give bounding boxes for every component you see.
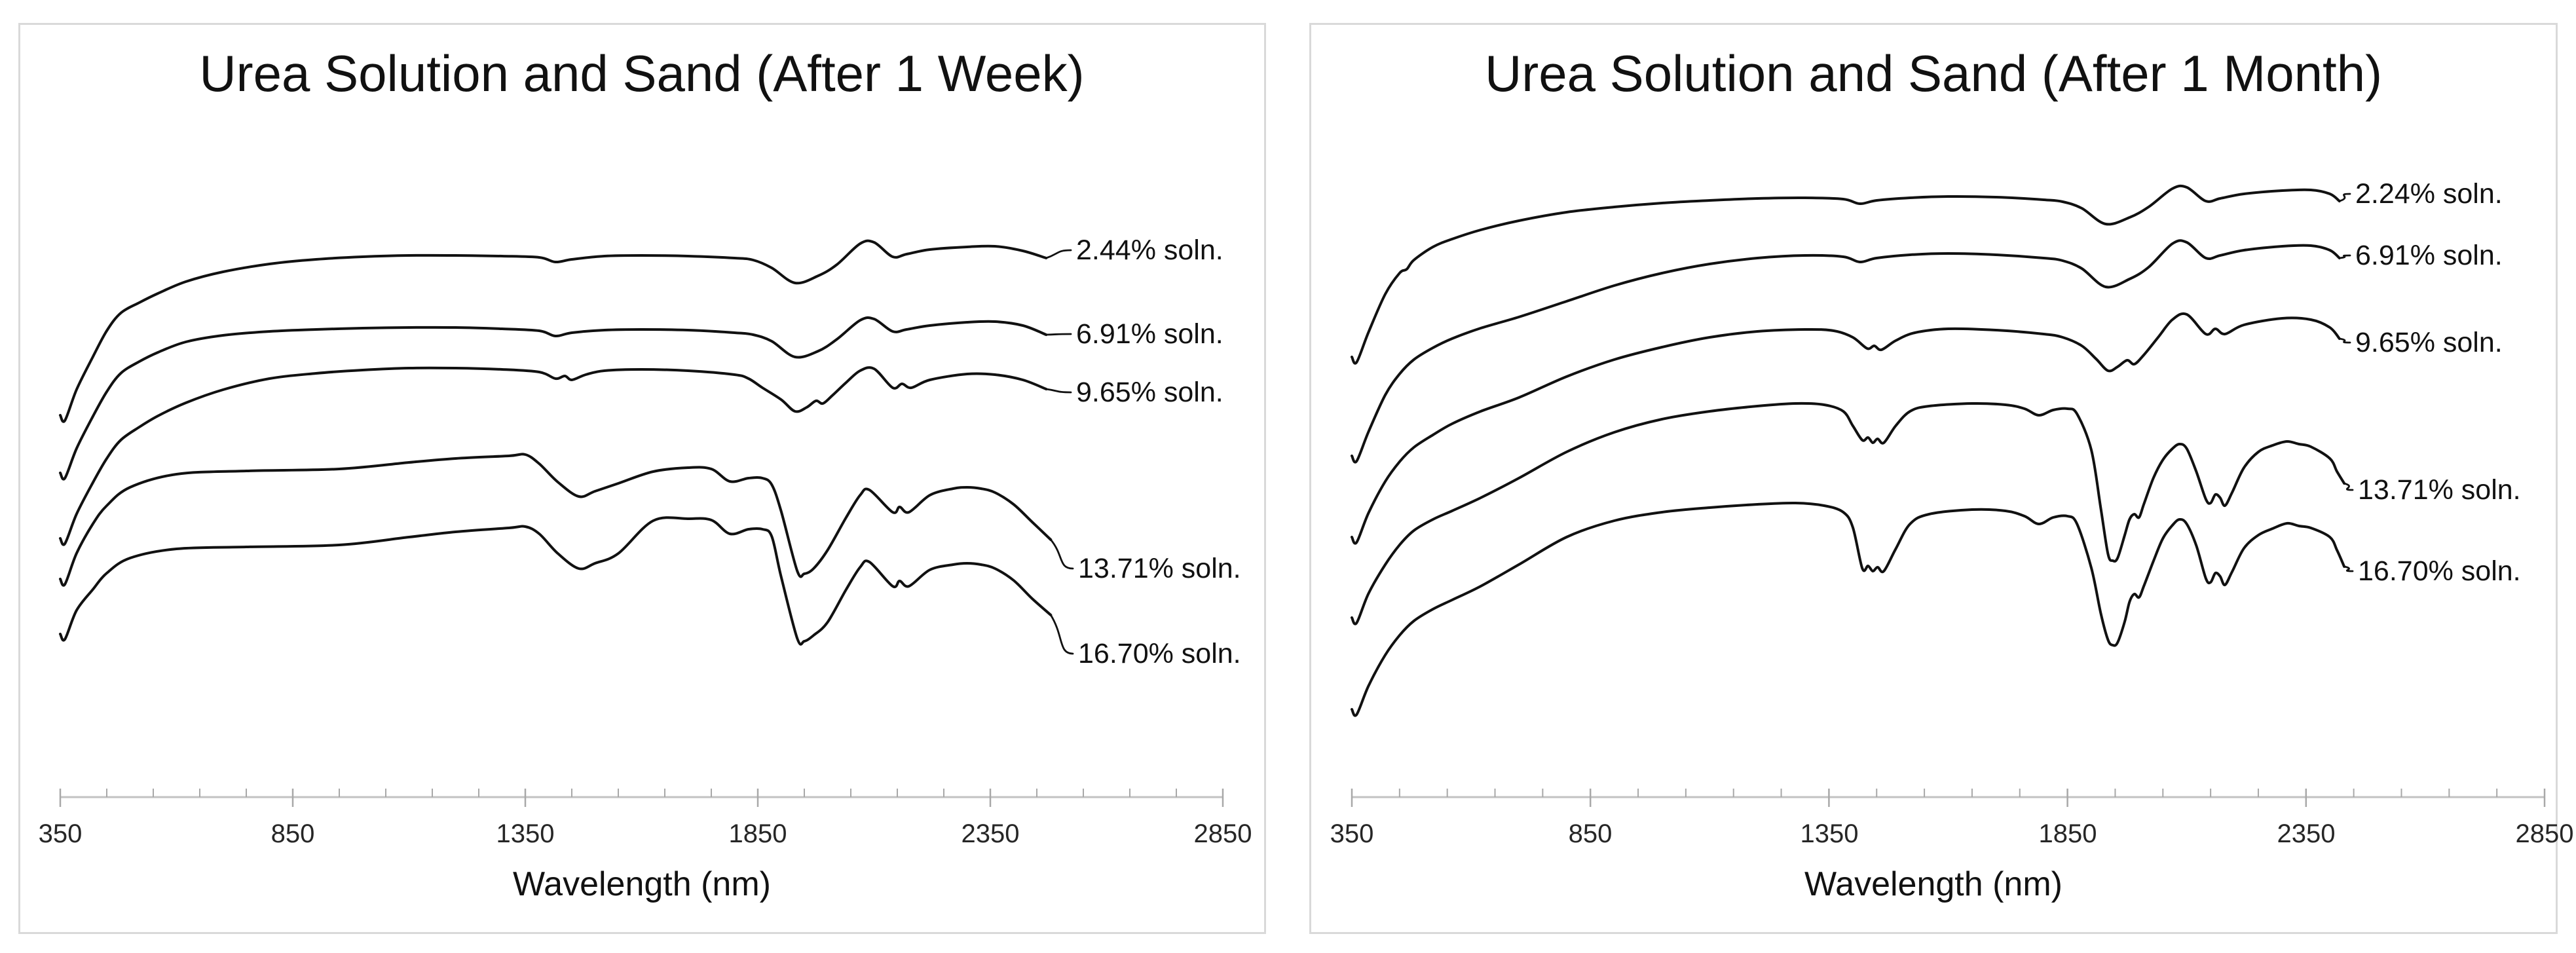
chart-panel-week — [18, 23, 1266, 934]
